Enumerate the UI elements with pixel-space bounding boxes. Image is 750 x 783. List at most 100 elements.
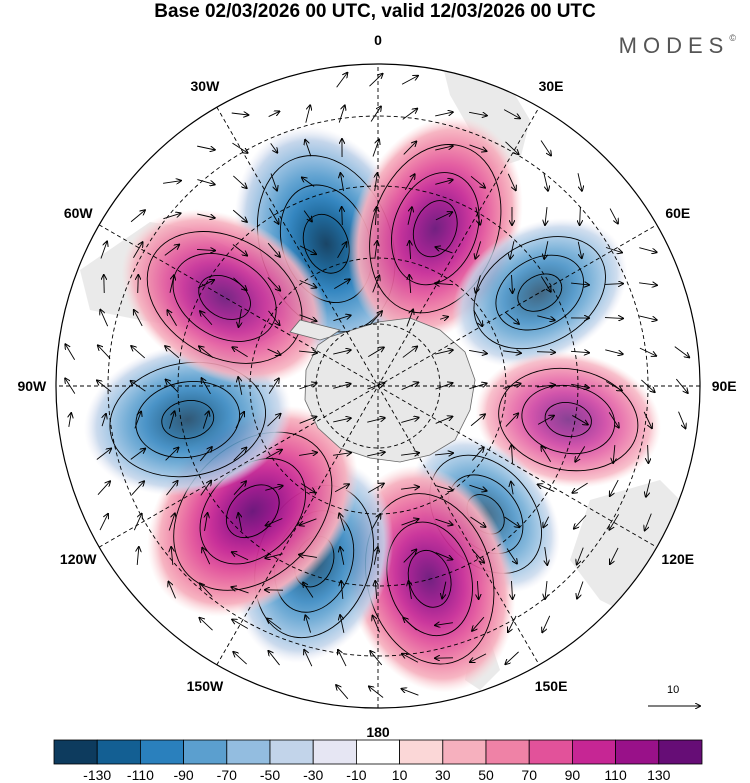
wind-vector-162 bbox=[165, 448, 179, 461]
wind-vector-134 bbox=[469, 383, 486, 390]
chart-title: Base 02/03/2026 00 UTC, valid 12/03/2026… bbox=[154, 1, 596, 22]
wind-vector-92 bbox=[299, 314, 317, 321]
colorbar-tick-label: 50 bbox=[478, 767, 494, 783]
wind-vector-215 bbox=[265, 553, 283, 558]
wind-vector-58 bbox=[299, 245, 316, 254]
wind-vector-21 bbox=[469, 144, 487, 151]
wind-vector-2 bbox=[369, 74, 382, 87]
wind-vector-57 bbox=[267, 242, 280, 257]
wind-vector-111 bbox=[333, 350, 351, 355]
colorbar: -130 -110 -90 -70 -50 -30 -10 10 30 50 70 90 110 130 bbox=[53, 739, 703, 783]
wind-vector-108 bbox=[232, 347, 248, 358]
wind-vector-22 bbox=[505, 141, 518, 154]
wind-vector-128 bbox=[268, 378, 279, 394]
wind-vector-33 bbox=[470, 175, 485, 187]
wind-vector-259 bbox=[336, 685, 349, 700]
wind-vector-224 bbox=[577, 547, 584, 565]
wind-vector-200 bbox=[300, 518, 317, 525]
wind-vector-241 bbox=[267, 619, 282, 630]
wind-vector-145 bbox=[202, 411, 208, 429]
longitude-label-180: 180 bbox=[366, 724, 390, 740]
wind-vector-261 bbox=[402, 689, 419, 696]
brand-mark: © bbox=[729, 33, 736, 43]
longitude-labels: 0 30E 60E 90E 120E 150E 180 150W 120W 90W 60W 30W bbox=[17, 32, 736, 740]
wind-vector-64 bbox=[510, 241, 515, 259]
vector-scale: 10 bbox=[648, 684, 700, 706]
colorbar-swatch-2 bbox=[96, 739, 141, 765]
wind-vector-255 bbox=[402, 654, 419, 663]
colorbar-tick-label: -50 bbox=[260, 767, 280, 783]
wind-vector-176 bbox=[648, 444, 649, 463]
wind-vector-47 bbox=[475, 207, 480, 224]
wind-vector-179 bbox=[166, 481, 177, 496]
wind-vector-247 bbox=[472, 616, 485, 631]
wind-vector-3 bbox=[401, 76, 418, 85]
wind-vector-189 bbox=[511, 482, 513, 495]
wind-vector-110 bbox=[299, 351, 317, 353]
wind-vector-5 bbox=[268, 111, 280, 117]
wind-vector-95 bbox=[406, 310, 413, 327]
colorbar-swatch-11 bbox=[485, 739, 530, 765]
wind-vector-76 bbox=[334, 279, 349, 290]
wind-vector-8 bbox=[370, 106, 381, 122]
wind-vector-252 bbox=[304, 650, 313, 667]
wind-vector-213 bbox=[202, 548, 211, 565]
wind-vector-50 bbox=[580, 206, 581, 225]
wind-vector-188 bbox=[469, 484, 486, 491]
wind-vector-164 bbox=[233, 448, 247, 461]
colorbar-tick-label: 70 bbox=[521, 767, 537, 783]
wind-vector-219 bbox=[403, 550, 417, 563]
wind-vector-159 bbox=[678, 411, 686, 429]
wind-vector-236 bbox=[511, 580, 512, 599]
wind-vector-237 bbox=[545, 581, 547, 599]
wind-vector-1 bbox=[336, 73, 348, 88]
wind-vector-61 bbox=[409, 241, 410, 260]
anomaly-contour-2-1 bbox=[412, 200, 458, 258]
wind-vector-147 bbox=[267, 414, 280, 427]
colorbar-swatch-10 bbox=[442, 739, 487, 765]
wind-vector-65 bbox=[544, 241, 549, 259]
wind-vector-209 bbox=[609, 514, 620, 529]
colorbar-tick-label: -10 bbox=[346, 767, 366, 783]
colorbar-swatch-15 bbox=[658, 739, 703, 765]
wind-vector-170 bbox=[435, 453, 453, 455]
wind-vector-169 bbox=[401, 453, 419, 455]
wind-vector-42 bbox=[303, 210, 312, 222]
wind-vector-63 bbox=[475, 241, 482, 258]
wind-vector-27 bbox=[270, 173, 277, 191]
wind-vector-246 bbox=[435, 623, 453, 626]
wind-vector-167 bbox=[333, 453, 351, 456]
wind-vector-28 bbox=[302, 178, 315, 187]
wind-vector-62 bbox=[436, 247, 453, 254]
wind-vector-86 bbox=[100, 310, 109, 327]
wind-vector-37 bbox=[130, 210, 145, 223]
wind-vector-54 bbox=[164, 245, 179, 256]
wind-vector-227 bbox=[200, 583, 213, 597]
colorbar-tick-label: -130 bbox=[83, 767, 111, 783]
wind-vector-204 bbox=[435, 518, 452, 525]
wind-vector-184 bbox=[334, 484, 349, 493]
wind-vector-202 bbox=[371, 514, 381, 531]
wind-vector-196 bbox=[168, 513, 175, 531]
wind-vector-198 bbox=[238, 513, 241, 531]
wind-vector-120 bbox=[639, 347, 656, 356]
anomaly-contour-10-2 bbox=[172, 253, 277, 342]
wind-vector-157 bbox=[608, 412, 619, 427]
wind-vector-113 bbox=[402, 347, 417, 358]
wind-vector-25 bbox=[197, 179, 214, 185]
wind-vector-208 bbox=[574, 515, 587, 528]
latitude-circle-outer bbox=[177, 185, 579, 587]
wind-vector-20 bbox=[435, 146, 453, 151]
colorbar-swatch-3 bbox=[139, 739, 184, 765]
meridian-150e-30w bbox=[214, 103, 542, 669]
wind-vector-127 bbox=[238, 377, 243, 395]
colorbar-tick-label: -110 bbox=[127, 767, 154, 783]
wind-vector-101 bbox=[604, 318, 623, 319]
wind-vector-141 bbox=[69, 413, 71, 427]
wind-vector-222 bbox=[506, 548, 517, 563]
wind-vector-93 bbox=[333, 315, 350, 322]
wind-vector-29 bbox=[340, 173, 343, 191]
wind-vector-258 bbox=[505, 651, 519, 664]
wind-vector-19 bbox=[403, 142, 417, 155]
